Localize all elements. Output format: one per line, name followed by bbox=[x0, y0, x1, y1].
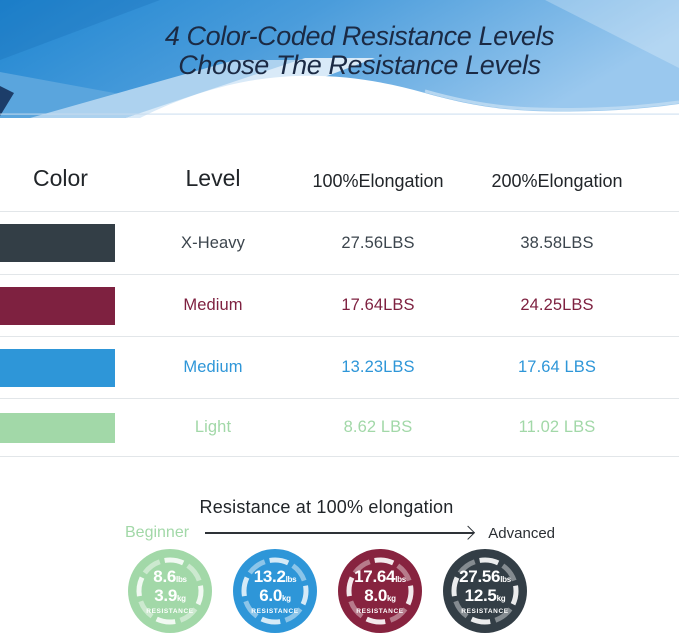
column-header-100-elongation: 100%Elongation bbox=[312, 171, 444, 191]
banner-left-wedge-light bbox=[30, 60, 305, 118]
banner-bottom-line bbox=[0, 113, 679, 115]
banner-navy-sliver bbox=[0, 86, 14, 116]
page-title: 4 Color-Coded Resistance Levels Choose T… bbox=[20, 21, 679, 81]
badge-caption: RESISTANCE bbox=[356, 607, 404, 615]
badge-lbs-value: 27.56 bbox=[459, 567, 501, 587]
badge-text: 27.56lbs 12.5kg RESISTANCE bbox=[443, 549, 527, 633]
badge-circle-icon bbox=[338, 549, 422, 633]
banner-topright-sheen bbox=[545, 0, 679, 68]
level-cell: Light bbox=[194, 418, 232, 436]
elongation-200-cell: 17.64 LBS bbox=[518, 358, 596, 376]
level-cell: Medium bbox=[183, 296, 243, 314]
color-swatch-green bbox=[0, 412, 115, 443]
banner-white-swoosh bbox=[140, 75, 679, 118]
banner-pale-edge bbox=[424, 89, 679, 112]
resistance-badge-medium-blue: 13.2lbs 6.0kg RESISTANCE bbox=[233, 549, 317, 633]
table-row: X-Heavy 27.56LBS 38.58LBS bbox=[0, 212, 679, 275]
badge-lbs-unit: lbs bbox=[285, 575, 297, 585]
badge-kg-unit: kg bbox=[386, 593, 396, 603]
elongation-200-cell: 24.25LBS bbox=[520, 296, 594, 314]
elongation-100-cell: 17.64LBS bbox=[341, 296, 415, 314]
advanced-label: Advanced bbox=[488, 524, 555, 542]
beginner-label: Beginner bbox=[125, 524, 190, 541]
badge-caption: RESISTANCE bbox=[251, 607, 299, 615]
beginner-to-advanced-arrow bbox=[205, 525, 476, 540]
level-cell: Medium bbox=[183, 358, 243, 376]
elongation-200-cell: 11.02 LBS bbox=[518, 418, 596, 436]
banner-background bbox=[0, 0, 679, 118]
badge-lbs-unit: lbs bbox=[176, 575, 187, 585]
badge-text: 13.2lbs 6.0kg RESISTANCE bbox=[233, 549, 317, 633]
badge-circle-icon bbox=[128, 549, 212, 633]
badge-kg-unit: kg bbox=[496, 593, 506, 603]
header-banner: 4 Color-Coded Resistance Levels Choose T… bbox=[0, 0, 679, 118]
badge-circle-icon bbox=[233, 549, 317, 633]
legend-scale-row: Beginner Advanced bbox=[0, 522, 679, 544]
table-row: Medium 13.23LBS 17.64 LBS bbox=[0, 337, 679, 399]
title-line-1: 4 Color-Coded Resistance Levels bbox=[164, 21, 555, 51]
badge-lbs-value: 8.6 bbox=[153, 567, 177, 587]
badge-caption: RESISTANCE bbox=[461, 607, 509, 615]
badge-kg-value: 12.5 bbox=[464, 585, 497, 605]
banner-topleft-wedge bbox=[0, 0, 160, 60]
badge-kg-unit: kg bbox=[176, 593, 186, 603]
resistance-badges-row: 8.6lbs 3.9kg RESISTANCE 13.2lbs 6.0kg RE… bbox=[0, 549, 679, 633]
resistance-badge-xheavy: 27.56lbs 12.5kg RESISTANCE bbox=[443, 549, 527, 633]
column-header-200-elongation: 200%Elongation bbox=[491, 171, 623, 191]
title-line-2: Choose The Resistance Levels bbox=[178, 50, 541, 81]
legend-title: Resistance at 100% elongation bbox=[199, 497, 454, 517]
color-swatch-xheavy bbox=[0, 224, 115, 262]
badge-kg-unit: kg bbox=[281, 593, 291, 603]
column-header-color: Color bbox=[33, 165, 88, 191]
badge-lbs-unit: lbs bbox=[500, 575, 511, 585]
color-swatch-maroon bbox=[0, 286, 115, 325]
table-header-row: Color Level 100%Elongation 200%Elongatio… bbox=[0, 118, 679, 212]
badge-text: 8.6lbs 3.9kg RESISTANCE bbox=[128, 549, 212, 633]
elongation-100-cell: 13.23LBS bbox=[341, 358, 415, 376]
column-header-level: Level bbox=[185, 165, 241, 191]
badge-kg-value: 3.9 bbox=[154, 585, 177, 605]
elongation-100-cell: 8.62 LBS bbox=[343, 418, 413, 436]
badge-circle-icon bbox=[443, 549, 527, 633]
elongation-100-cell: 27.56LBS bbox=[341, 233, 415, 252]
arrow-head-icon bbox=[461, 525, 476, 540]
elongation-200-cell: 38.58LBS bbox=[520, 233, 594, 252]
badge-lbs-value: 17.64 bbox=[354, 567, 396, 587]
level-cell: X-Heavy bbox=[181, 233, 245, 252]
resistance-badge-medium-maroon: 17.64lbs 8.0kg RESISTANCE bbox=[338, 549, 422, 633]
resistance-table: Color Level 100%Elongation 200%Elongatio… bbox=[0, 118, 679, 457]
table-row: Medium 17.64LBS 24.25LBS bbox=[0, 275, 679, 337]
resistance-badge-light: 8.6lbs 3.9kg RESISTANCE bbox=[128, 549, 212, 633]
badge-kg-value: 6.0 bbox=[259, 585, 282, 605]
color-swatch-blue bbox=[0, 348, 115, 387]
badge-kg-value: 8.0 bbox=[364, 585, 387, 605]
table-row: Light 8.62 LBS 11.02 LBS bbox=[0, 399, 679, 457]
badge-text: 17.64lbs 8.0kg RESISTANCE bbox=[338, 549, 422, 633]
badge-lbs-value: 13.2 bbox=[253, 567, 286, 587]
badge-caption: RESISTANCE bbox=[146, 607, 194, 615]
badge-lbs-unit: lbs bbox=[395, 575, 406, 585]
